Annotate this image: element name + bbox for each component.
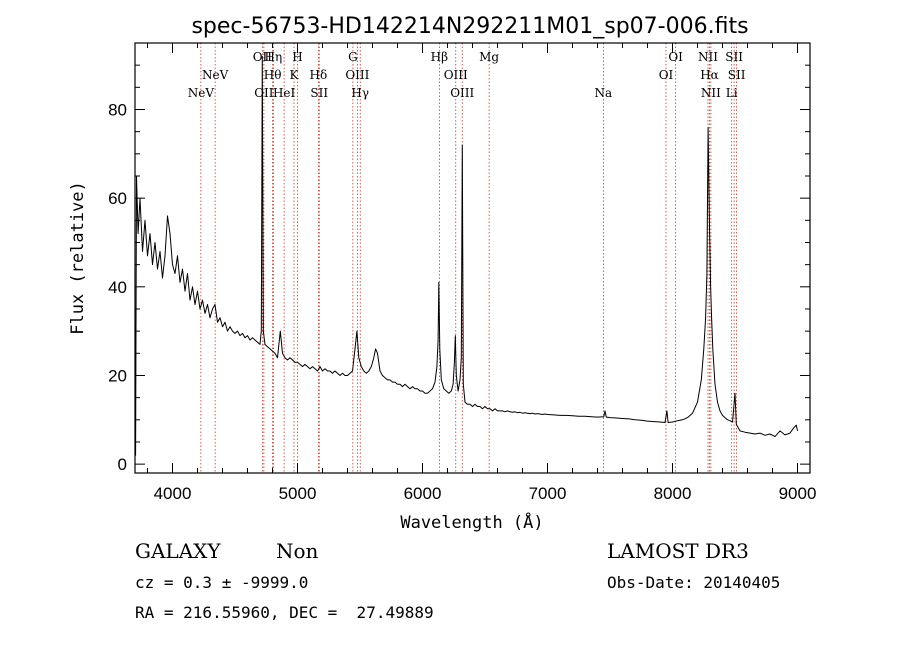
- x-axis-ticks: 4000 5000 6000 7000 8000 9000: [147, 43, 817, 503]
- spectral-line-markers: [200, 43, 738, 473]
- line-marker-label: Hα: [700, 68, 719, 82]
- chart-title: spec-56753-HD142214N292211M01_sp07-006.f…: [191, 14, 748, 39]
- redshift-text: cz = 0.3 ± -9999.0: [135, 573, 309, 592]
- spectrum-series: [134, 55, 798, 456]
- line-marker-label: Hη: [265, 50, 283, 64]
- y-axis-ticks: 0 20 40 60 80: [108, 64, 810, 474]
- line-marker-label: G: [348, 50, 358, 64]
- x-tick-label: 5000: [279, 484, 317, 503]
- x-tick-label: 7000: [529, 484, 567, 503]
- y-tick-label: 80: [108, 100, 127, 119]
- y-tick-label: 60: [108, 189, 127, 208]
- line-marker-label: Hθ: [264, 68, 282, 82]
- line-marker-label: Na: [595, 86, 613, 100]
- x-tick-label: 8000: [654, 484, 692, 503]
- x-tick-label: 6000: [404, 484, 442, 503]
- line-marker-label: OI: [659, 68, 674, 82]
- y-tick-label: 0: [118, 455, 127, 474]
- line-marker-label: Hβ: [431, 50, 448, 64]
- line-marker-label: Hδ: [310, 68, 328, 82]
- line-marker-label: NII: [701, 86, 721, 100]
- line-marker-label: OIII: [345, 68, 369, 82]
- line-marker-label: OIII: [450, 86, 474, 100]
- coordinates: RA = 216.55960, DEC = 27.49889: [135, 603, 434, 622]
- line-marker-label: SII: [728, 68, 746, 82]
- line-marker-label: NeV: [188, 86, 215, 100]
- line-marker-label: OII: [254, 86, 274, 100]
- survey-name: LAMOST DR3: [607, 539, 749, 563]
- obs-date: Obs-Date: 20140405: [607, 573, 781, 592]
- line-marker-label: HeI: [273, 86, 296, 100]
- y-tick-label: 40: [108, 278, 127, 297]
- line-marker-label: OI: [668, 50, 683, 64]
- line-marker-label: Mg: [479, 50, 499, 64]
- line-marker-label: OIII: [444, 68, 468, 82]
- line-marker-label: SII: [310, 86, 328, 100]
- plot-frame: [134, 42, 811, 474]
- line-marker-label: Hγ: [351, 86, 369, 100]
- object-class: GALAXY: [135, 539, 221, 563]
- y-axis-label: Flux (relative): [68, 181, 88, 335]
- x-tick-label: 4000: [154, 484, 192, 503]
- line-marker-label: H: [292, 50, 302, 64]
- line-marker-label: Li: [726, 86, 738, 100]
- line-marker-label: NII: [698, 50, 718, 64]
- spectrum-line: [134, 55, 798, 456]
- line-marker-label: SII: [725, 50, 743, 64]
- line-marker-label: NeV: [202, 68, 229, 82]
- x-tick-label: 9000: [779, 484, 817, 503]
- y-tick-label: 20: [108, 366, 127, 385]
- object-subclass: Non: [276, 539, 319, 563]
- line-marker-label: K: [290, 68, 300, 82]
- x-axis-label: Wavelength (Å): [400, 511, 543, 533]
